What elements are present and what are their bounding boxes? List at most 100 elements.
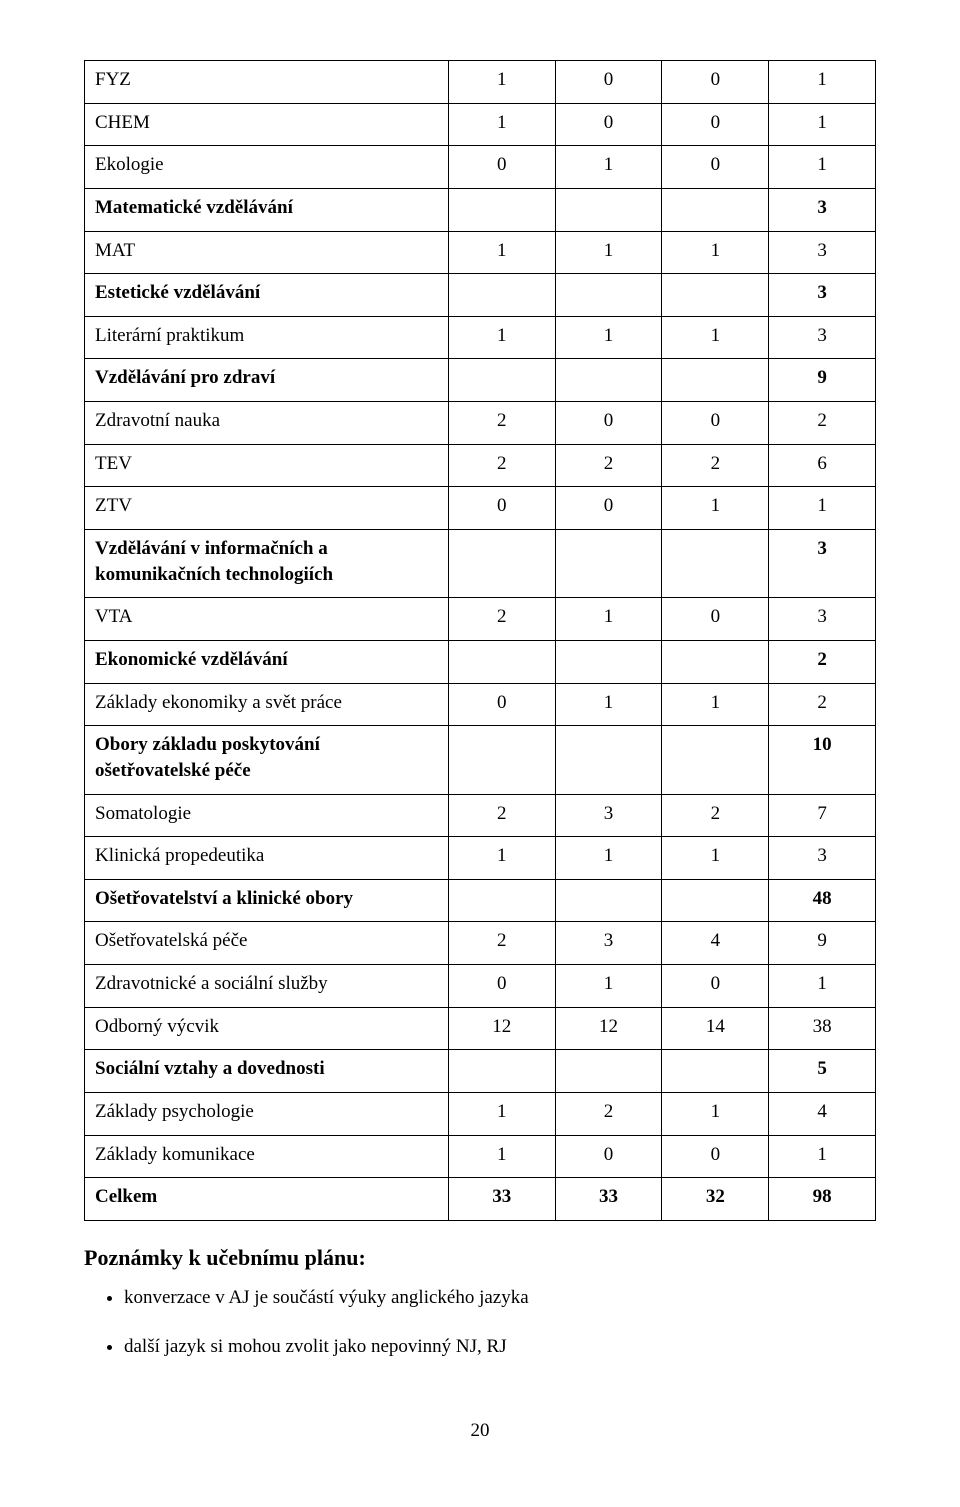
row-cell: 0	[662, 402, 769, 445]
row-cell: 1	[448, 1093, 555, 1136]
row-cell: 2	[769, 640, 876, 683]
notes-list: konverzace v AJ je součástí výuky anglic…	[84, 1285, 876, 1360]
row-cell: 3	[769, 598, 876, 641]
row-cell: 1	[555, 146, 662, 189]
row-cell	[555, 274, 662, 317]
row-cell: 0	[662, 103, 769, 146]
row-cell	[555, 640, 662, 683]
row-cell: 0	[448, 683, 555, 726]
row-label: Základy komunikace	[85, 1135, 449, 1178]
row-label: Sociální vztahy a dovednosti	[85, 1050, 449, 1093]
row-cell: 3	[769, 274, 876, 317]
row-cell: 1	[662, 316, 769, 359]
row-label: Základy psychologie	[85, 1093, 449, 1136]
row-cell: 0	[448, 146, 555, 189]
row-cell: 3	[555, 922, 662, 965]
row-cell: 1	[448, 837, 555, 880]
table-row: Základy psychologie1214	[85, 1093, 876, 1136]
row-cell: 6	[769, 444, 876, 487]
row-cell: 1	[769, 1135, 876, 1178]
row-cell: 12	[448, 1007, 555, 1050]
row-cell: 9	[769, 922, 876, 965]
row-cell	[448, 1050, 555, 1093]
row-cell: 1	[555, 598, 662, 641]
row-cell: 1	[448, 61, 555, 104]
row-cell: 32	[662, 1178, 769, 1221]
row-cell: 2	[448, 794, 555, 837]
table-row: Literární praktikum1113	[85, 316, 876, 359]
row-cell	[662, 188, 769, 231]
row-label: FYZ	[85, 61, 449, 104]
row-cell: 3	[769, 188, 876, 231]
row-cell: 0	[662, 598, 769, 641]
row-cell: 1	[769, 965, 876, 1008]
row-cell: 3	[769, 837, 876, 880]
row-cell	[662, 274, 769, 317]
row-cell: 1	[555, 231, 662, 274]
row-cell: 0	[555, 487, 662, 530]
row-cell: 3	[769, 231, 876, 274]
table-row: CHEM1001	[85, 103, 876, 146]
table-row: Sociální vztahy a dovednosti5	[85, 1050, 876, 1093]
row-cell: 2	[662, 794, 769, 837]
table-row: Ekonomické vzdělávání 2	[85, 640, 876, 683]
row-cell: 4	[769, 1093, 876, 1136]
row-label: MAT	[85, 231, 449, 274]
row-cell	[662, 726, 769, 794]
row-label: TEV	[85, 444, 449, 487]
row-cell: 1	[769, 103, 876, 146]
table-row: Odborný výcvik12121438	[85, 1007, 876, 1050]
table-row: Estetické vzdělávání3	[85, 274, 876, 317]
row-label: Ekonomické vzdělávání	[85, 640, 449, 683]
row-cell	[662, 530, 769, 598]
table-row: Vzdělávání pro zdraví9	[85, 359, 876, 402]
row-label: VTA	[85, 598, 449, 641]
row-cell: 2	[555, 444, 662, 487]
row-cell: 1	[662, 1093, 769, 1136]
row-cell: 10	[769, 726, 876, 794]
row-cell: 14	[662, 1007, 769, 1050]
curriculum-table: FYZ1001CHEM1001Ekologie0101Matematické v…	[84, 60, 876, 1221]
row-cell: 0	[448, 965, 555, 1008]
row-label: Zdravotnické a sociální služby	[85, 965, 449, 1008]
row-label: Vzdělávání pro zdraví	[85, 359, 449, 402]
row-cell	[555, 359, 662, 402]
row-cell	[448, 359, 555, 402]
row-cell	[662, 1050, 769, 1093]
table-row: Základy ekonomiky a svět práce0112	[85, 683, 876, 726]
row-label: Ošetřovatelství a klinické obory	[85, 879, 449, 922]
row-cell: 1	[662, 231, 769, 274]
page-number: 20	[84, 1420, 876, 1442]
row-cell: 48	[769, 879, 876, 922]
table-row: Klinická propedeutika1113	[85, 837, 876, 880]
table-row: Zdravotní nauka2002	[85, 402, 876, 445]
row-cell: 0	[555, 1135, 662, 1178]
table-row: TEV2226	[85, 444, 876, 487]
row-cell: 1	[555, 316, 662, 359]
table-row: Ošetřovatelská péče2349	[85, 922, 876, 965]
row-cell: 3	[769, 530, 876, 598]
row-cell: 2	[448, 402, 555, 445]
row-cell: 0	[555, 61, 662, 104]
row-cell: 1	[555, 837, 662, 880]
row-cell: 3	[555, 794, 662, 837]
row-cell	[448, 726, 555, 794]
row-label: Obory základu poskytování ošetřovatelské…	[85, 726, 449, 794]
table-row: VTA2103	[85, 598, 876, 641]
row-cell: 38	[769, 1007, 876, 1050]
table-row: Základy komunikace1001	[85, 1135, 876, 1178]
row-cell: 2	[448, 598, 555, 641]
row-cell: 0	[555, 103, 662, 146]
row-cell	[448, 188, 555, 231]
row-cell	[662, 879, 769, 922]
row-cell: 1	[769, 146, 876, 189]
notes-item: konverzace v AJ je součástí výuky anglic…	[124, 1285, 876, 1312]
row-cell: 0	[662, 146, 769, 189]
row-cell: 2	[448, 444, 555, 487]
row-label: Klinická propedeutika	[85, 837, 449, 880]
table-row: ZTV0011	[85, 487, 876, 530]
row-label: Celkem	[85, 1178, 449, 1221]
notes-item: další jazyk si mohou zvolit jako nepovin…	[124, 1334, 876, 1361]
row-cell	[555, 530, 662, 598]
table-row: MAT1113	[85, 231, 876, 274]
